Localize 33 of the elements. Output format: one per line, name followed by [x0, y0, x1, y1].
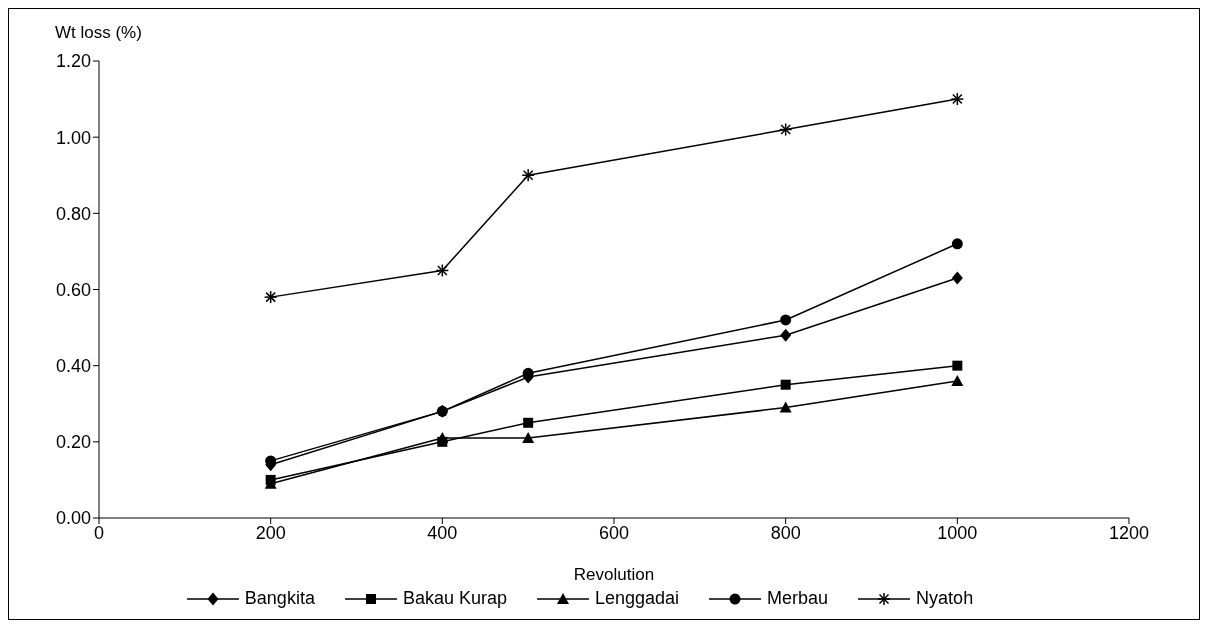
x-axis-title: Revolution [573, 565, 655, 584]
point [780, 314, 792, 326]
legend-label: Bangkita [244, 588, 315, 609]
y-tick-label: 0.00 [55, 508, 91, 529]
legend-label: Nyatoh [916, 588, 974, 609]
legend-label: Bakau Kurap [402, 588, 507, 609]
legend-label: Merbau [767, 588, 829, 609]
y-axis-title: Wt loss (%) [55, 23, 142, 43]
point [951, 271, 963, 285]
point [951, 238, 963, 250]
point [779, 401, 792, 413]
point [436, 432, 449, 444]
point [780, 379, 791, 390]
point [951, 374, 964, 386]
y-tick-label: 0.60 [55, 279, 91, 300]
x-tick-label: 0 [93, 522, 105, 543]
y-tick-label: 1.00 [55, 127, 91, 148]
y-tick-label: 0.20 [55, 432, 91, 453]
x-tick-label: 800 [770, 522, 801, 543]
x-tick-label: 1000 [937, 522, 978, 543]
x-tick-label: 200 [255, 522, 286, 543]
y-tick-label: 1.20 [55, 51, 91, 72]
x-tick-label: 400 [427, 522, 458, 543]
point [436, 405, 448, 417]
point [523, 417, 534, 428]
y-tick-label: 0.80 [55, 203, 91, 224]
point [522, 432, 535, 444]
point [952, 360, 963, 371]
x-tick-label: 600 [598, 522, 630, 543]
x-tick-label: 1200 [1108, 522, 1150, 543]
legend-label: Lenggadai [594, 588, 680, 609]
y-tick-label: 0.40 [55, 356, 91, 377]
point [780, 328, 792, 342]
